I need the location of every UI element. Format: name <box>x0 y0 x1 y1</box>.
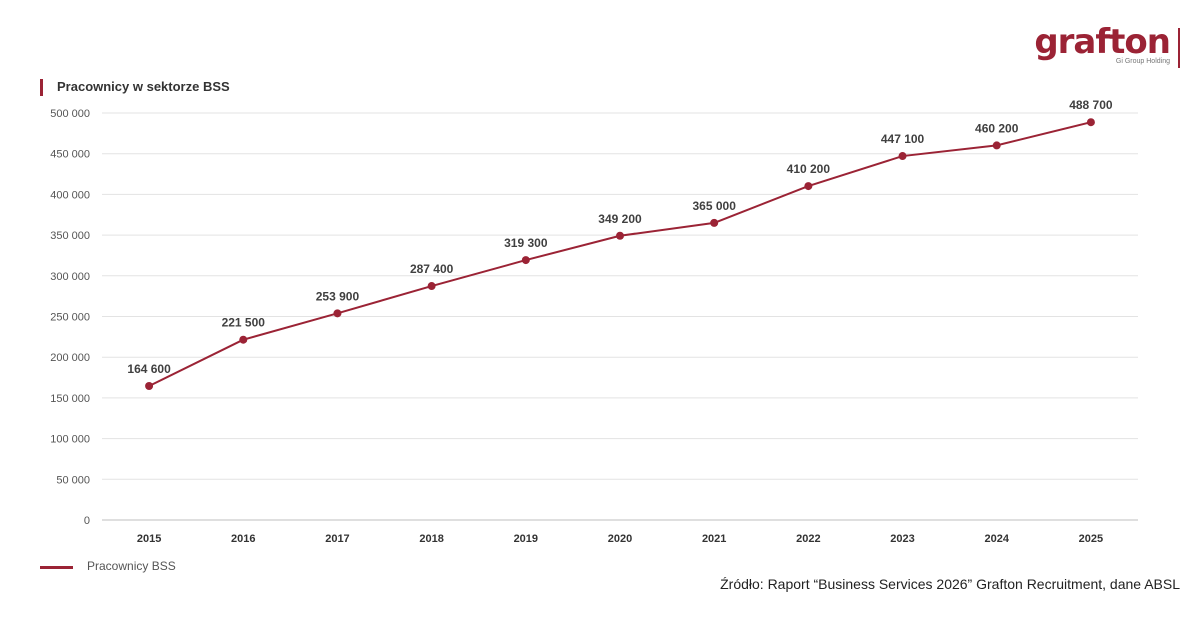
x-tick-label: 2023 <box>890 533 914 545</box>
y-tick-label: 100 000 <box>50 434 90 446</box>
y-tick-label: 50 000 <box>56 474 90 486</box>
data-point <box>710 218 719 227</box>
logo-wordmark: grafton <box>1034 22 1171 62</box>
y-tick-label: 150 000 <box>50 393 90 405</box>
data-point <box>898 152 907 161</box>
x-tick-label: 2021 <box>702 533 726 545</box>
x-tick-label: 2020 <box>608 533 632 545</box>
data-point <box>616 231 624 240</box>
y-tick-label: 0 <box>84 515 90 527</box>
data-label: 319 300 <box>504 236 548 250</box>
source-note: Źródło: Raport “Business Services 2026” … <box>720 576 1180 592</box>
y-tick-label: 250 000 <box>50 312 90 324</box>
data-label: 447 100 <box>881 132 925 146</box>
data-label: 349 200 <box>598 212 642 226</box>
data-label: 460 200 <box>975 121 1019 135</box>
data-point <box>804 182 813 191</box>
legend-swatch <box>40 566 73 569</box>
y-tick-label: 500 000 <box>50 108 90 120</box>
x-tick-label: 2017 <box>325 533 349 545</box>
data-label: 253 900 <box>316 289 360 303</box>
x-tick-label: 2024 <box>984 533 1009 545</box>
x-tick-label: 2016 <box>231 533 255 545</box>
y-tick-label: 350 000 <box>50 230 90 242</box>
data-point <box>427 282 436 291</box>
data-label: 287 400 <box>410 262 454 276</box>
data-point <box>992 141 1001 150</box>
y-tick-label: 450 000 <box>50 149 90 161</box>
data-label: 410 200 <box>787 162 831 176</box>
x-tick-label: 2018 <box>419 533 443 545</box>
data-point <box>333 309 342 318</box>
series-line <box>148 121 1092 387</box>
logo-divider <box>1178 28 1180 68</box>
data-label: 488 700 <box>1069 98 1113 112</box>
x-tick-label: 2025 <box>1079 533 1103 545</box>
chart-title: Pracownicy w sektorze BSS <box>57 79 230 94</box>
data-point <box>521 256 530 265</box>
data-label: 365 000 <box>692 199 736 213</box>
data-point <box>239 335 248 344</box>
grafton-logo: grafton Gi Group Holding <box>1034 22 1180 72</box>
x-tick-label: 2022 <box>796 533 820 545</box>
y-tick-label: 400 000 <box>50 189 90 201</box>
y-tick-label: 300 000 <box>50 271 90 283</box>
data-point <box>1086 118 1095 127</box>
data-label: 164 600 <box>127 362 171 376</box>
data-point <box>145 382 154 391</box>
title-accent-bar <box>40 79 43 96</box>
y-tick-label: 200 000 <box>50 352 90 364</box>
x-tick-label: 2019 <box>514 533 538 545</box>
logo-tagline: Gi Group Holding <box>1115 58 1170 65</box>
legend-label: Pracownicy BSS <box>87 559 176 573</box>
data-label: 221 500 <box>222 316 266 330</box>
x-tick-label: 2015 <box>137 533 161 545</box>
